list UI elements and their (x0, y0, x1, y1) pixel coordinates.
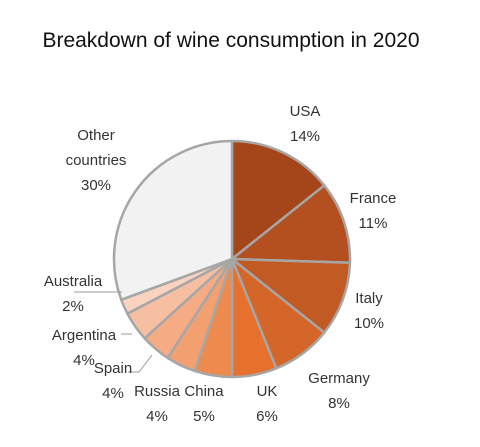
slice-name-label-uk: UK (257, 383, 278, 400)
slice-value-label-australia: 2% (62, 298, 84, 315)
slice-name-label-germany: Germany (308, 370, 370, 387)
slice-value-label-russia: 4% (146, 408, 168, 425)
slice-name-label-other-countries: Other (77, 127, 115, 144)
slice-name-label-china: China (184, 383, 224, 400)
leader-line-spain (128, 354, 153, 373)
slice-value-label-italy: 10% (354, 315, 384, 332)
slice-name-label-spain: Spain (94, 360, 132, 377)
slice-value-label-china: 5% (193, 408, 215, 425)
slice-value-label-spain: 4% (102, 385, 124, 402)
pie-slice-usa (230, 139, 326, 261)
slice-value-label-usa: 14% (290, 128, 320, 145)
leader-lines (74, 291, 153, 373)
slice-value-label-germany: 8% (328, 395, 350, 412)
pie-slice-other-countries (112, 139, 234, 301)
slice-name-label-france: France (350, 190, 397, 207)
slice-name-label-italy: Italy (355, 290, 383, 307)
slice-value-label-argentina: 4% (73, 352, 95, 369)
pie-slices (112, 139, 352, 379)
chart-title: Breakdown of wine consumption in 2020 (42, 29, 419, 52)
slice-name-label-australia: Australia (44, 273, 103, 290)
slice-labels: USA 14% France 11% Italy 10% Germany 8% UK 6% Chin… (44, 103, 397, 425)
pie-slice-france (230, 184, 352, 265)
slice-name-label-usa: USA (290, 103, 321, 120)
slice-name-label-argentina: Argentina (52, 327, 117, 344)
slice-name-label-russia: Russia (134, 383, 181, 400)
slice-name-label-other-countries: countries (66, 152, 127, 169)
slice-value-label-other-countries: 30% (81, 177, 111, 194)
pie-slice-italy (230, 257, 352, 334)
slice-value-label-uk: 6% (256, 408, 278, 425)
slice-value-label-france: 11% (359, 215, 388, 232)
